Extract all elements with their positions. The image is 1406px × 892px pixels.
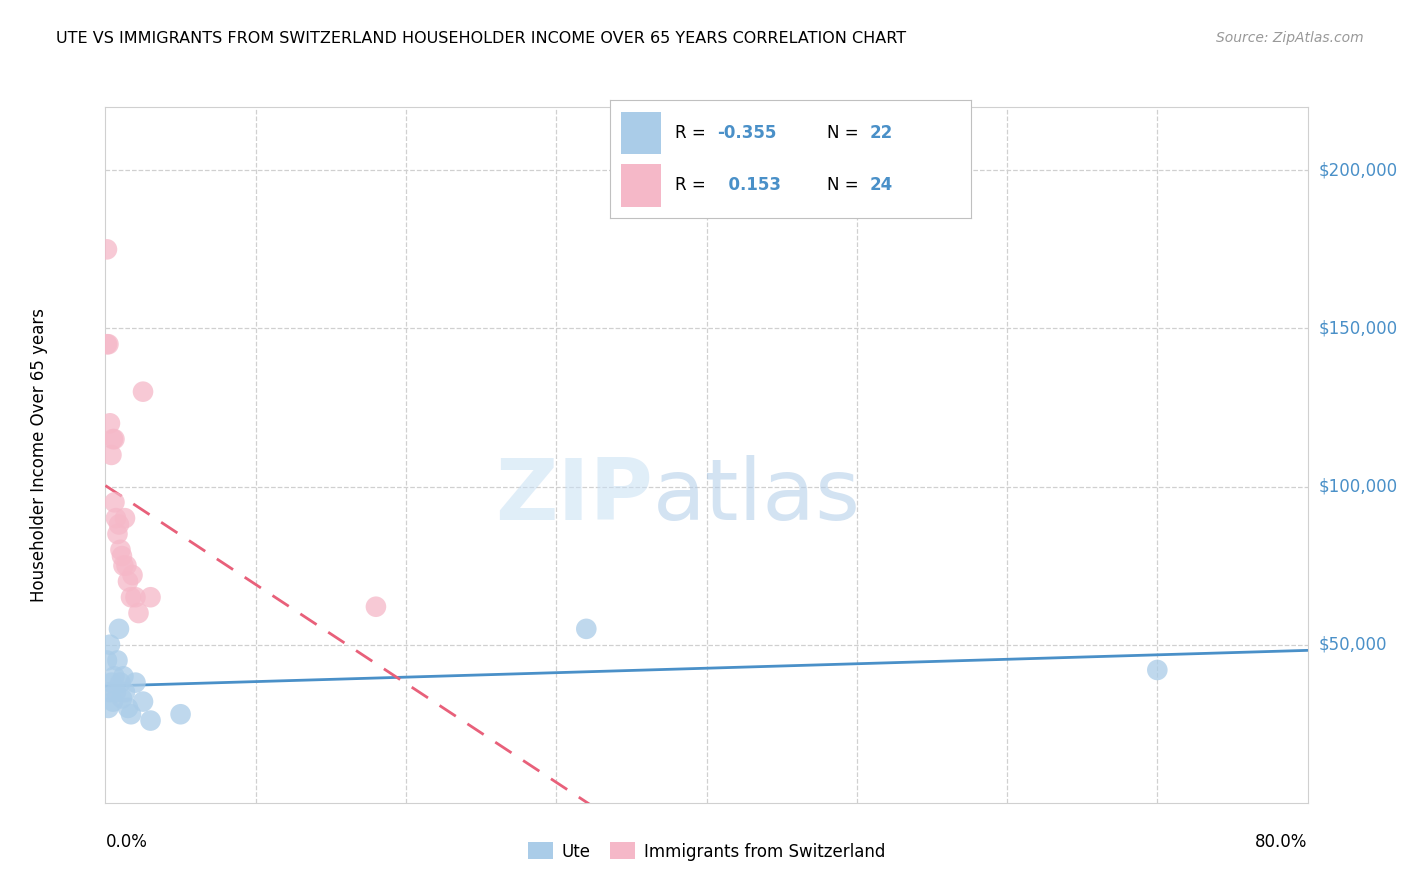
Bar bbox=[621, 112, 661, 154]
Point bbox=[108, 517, 131, 532]
Point bbox=[108, 622, 131, 636]
Point bbox=[120, 591, 142, 605]
Text: Householder Income Over 65 years: Householder Income Over 65 years bbox=[30, 308, 48, 602]
Point bbox=[96, 337, 118, 351]
Text: atlas: atlas bbox=[652, 455, 860, 538]
Point bbox=[110, 675, 132, 690]
Point bbox=[96, 243, 118, 257]
Text: 22: 22 bbox=[870, 124, 893, 142]
Point bbox=[110, 542, 132, 557]
Text: $150,000: $150,000 bbox=[1319, 319, 1398, 337]
Point bbox=[139, 591, 162, 605]
Text: R =: R = bbox=[675, 124, 711, 142]
Point bbox=[124, 675, 146, 690]
Point bbox=[117, 574, 139, 589]
Text: N =: N = bbox=[827, 124, 863, 142]
Point bbox=[115, 558, 138, 573]
Text: N =: N = bbox=[827, 177, 863, 194]
Point bbox=[111, 549, 134, 563]
Point bbox=[96, 653, 118, 667]
Point bbox=[121, 568, 143, 582]
Point bbox=[1146, 663, 1168, 677]
Point bbox=[128, 606, 150, 620]
Point bbox=[103, 495, 125, 509]
Point bbox=[100, 675, 122, 690]
Point bbox=[107, 653, 129, 667]
Text: $200,000: $200,000 bbox=[1319, 161, 1398, 179]
Point bbox=[101, 432, 124, 446]
Text: R =: R = bbox=[675, 177, 711, 194]
Text: UTE VS IMMIGRANTS FROM SWITZERLAND HOUSEHOLDER INCOME OVER 65 YEARS CORRELATION : UTE VS IMMIGRANTS FROM SWITZERLAND HOUSE… bbox=[56, 31, 907, 46]
Point bbox=[111, 691, 134, 706]
Bar bbox=[621, 164, 661, 207]
Point bbox=[364, 599, 387, 614]
Point bbox=[132, 384, 155, 399]
Point bbox=[97, 701, 120, 715]
Point bbox=[112, 558, 135, 573]
Point bbox=[103, 669, 125, 683]
Text: -0.355: -0.355 bbox=[717, 124, 776, 142]
Point bbox=[112, 669, 135, 683]
Text: 0.0%: 0.0% bbox=[105, 833, 148, 851]
Point bbox=[97, 337, 120, 351]
Text: $50,000: $50,000 bbox=[1319, 636, 1388, 654]
Point bbox=[98, 638, 121, 652]
Point bbox=[575, 622, 598, 636]
Point bbox=[114, 511, 136, 525]
Text: Source: ZipAtlas.com: Source: ZipAtlas.com bbox=[1216, 31, 1364, 45]
Point bbox=[100, 448, 122, 462]
Point bbox=[101, 695, 124, 709]
Point bbox=[114, 685, 136, 699]
Point bbox=[104, 511, 127, 525]
Point bbox=[104, 685, 127, 699]
Point bbox=[132, 695, 155, 709]
Point bbox=[124, 591, 146, 605]
Text: $100,000: $100,000 bbox=[1319, 477, 1398, 496]
Point bbox=[98, 417, 121, 431]
Text: ZIP: ZIP bbox=[495, 455, 652, 538]
Text: 24: 24 bbox=[870, 177, 893, 194]
Text: 80.0%: 80.0% bbox=[1256, 833, 1308, 851]
Text: 0.153: 0.153 bbox=[717, 177, 780, 194]
Point bbox=[120, 707, 142, 722]
Legend: Ute, Immigrants from Switzerland: Ute, Immigrants from Switzerland bbox=[529, 842, 884, 861]
Point bbox=[103, 432, 125, 446]
Point bbox=[107, 527, 129, 541]
Point bbox=[98, 685, 121, 699]
Point bbox=[117, 701, 139, 715]
Point bbox=[169, 707, 191, 722]
Point bbox=[139, 714, 162, 728]
